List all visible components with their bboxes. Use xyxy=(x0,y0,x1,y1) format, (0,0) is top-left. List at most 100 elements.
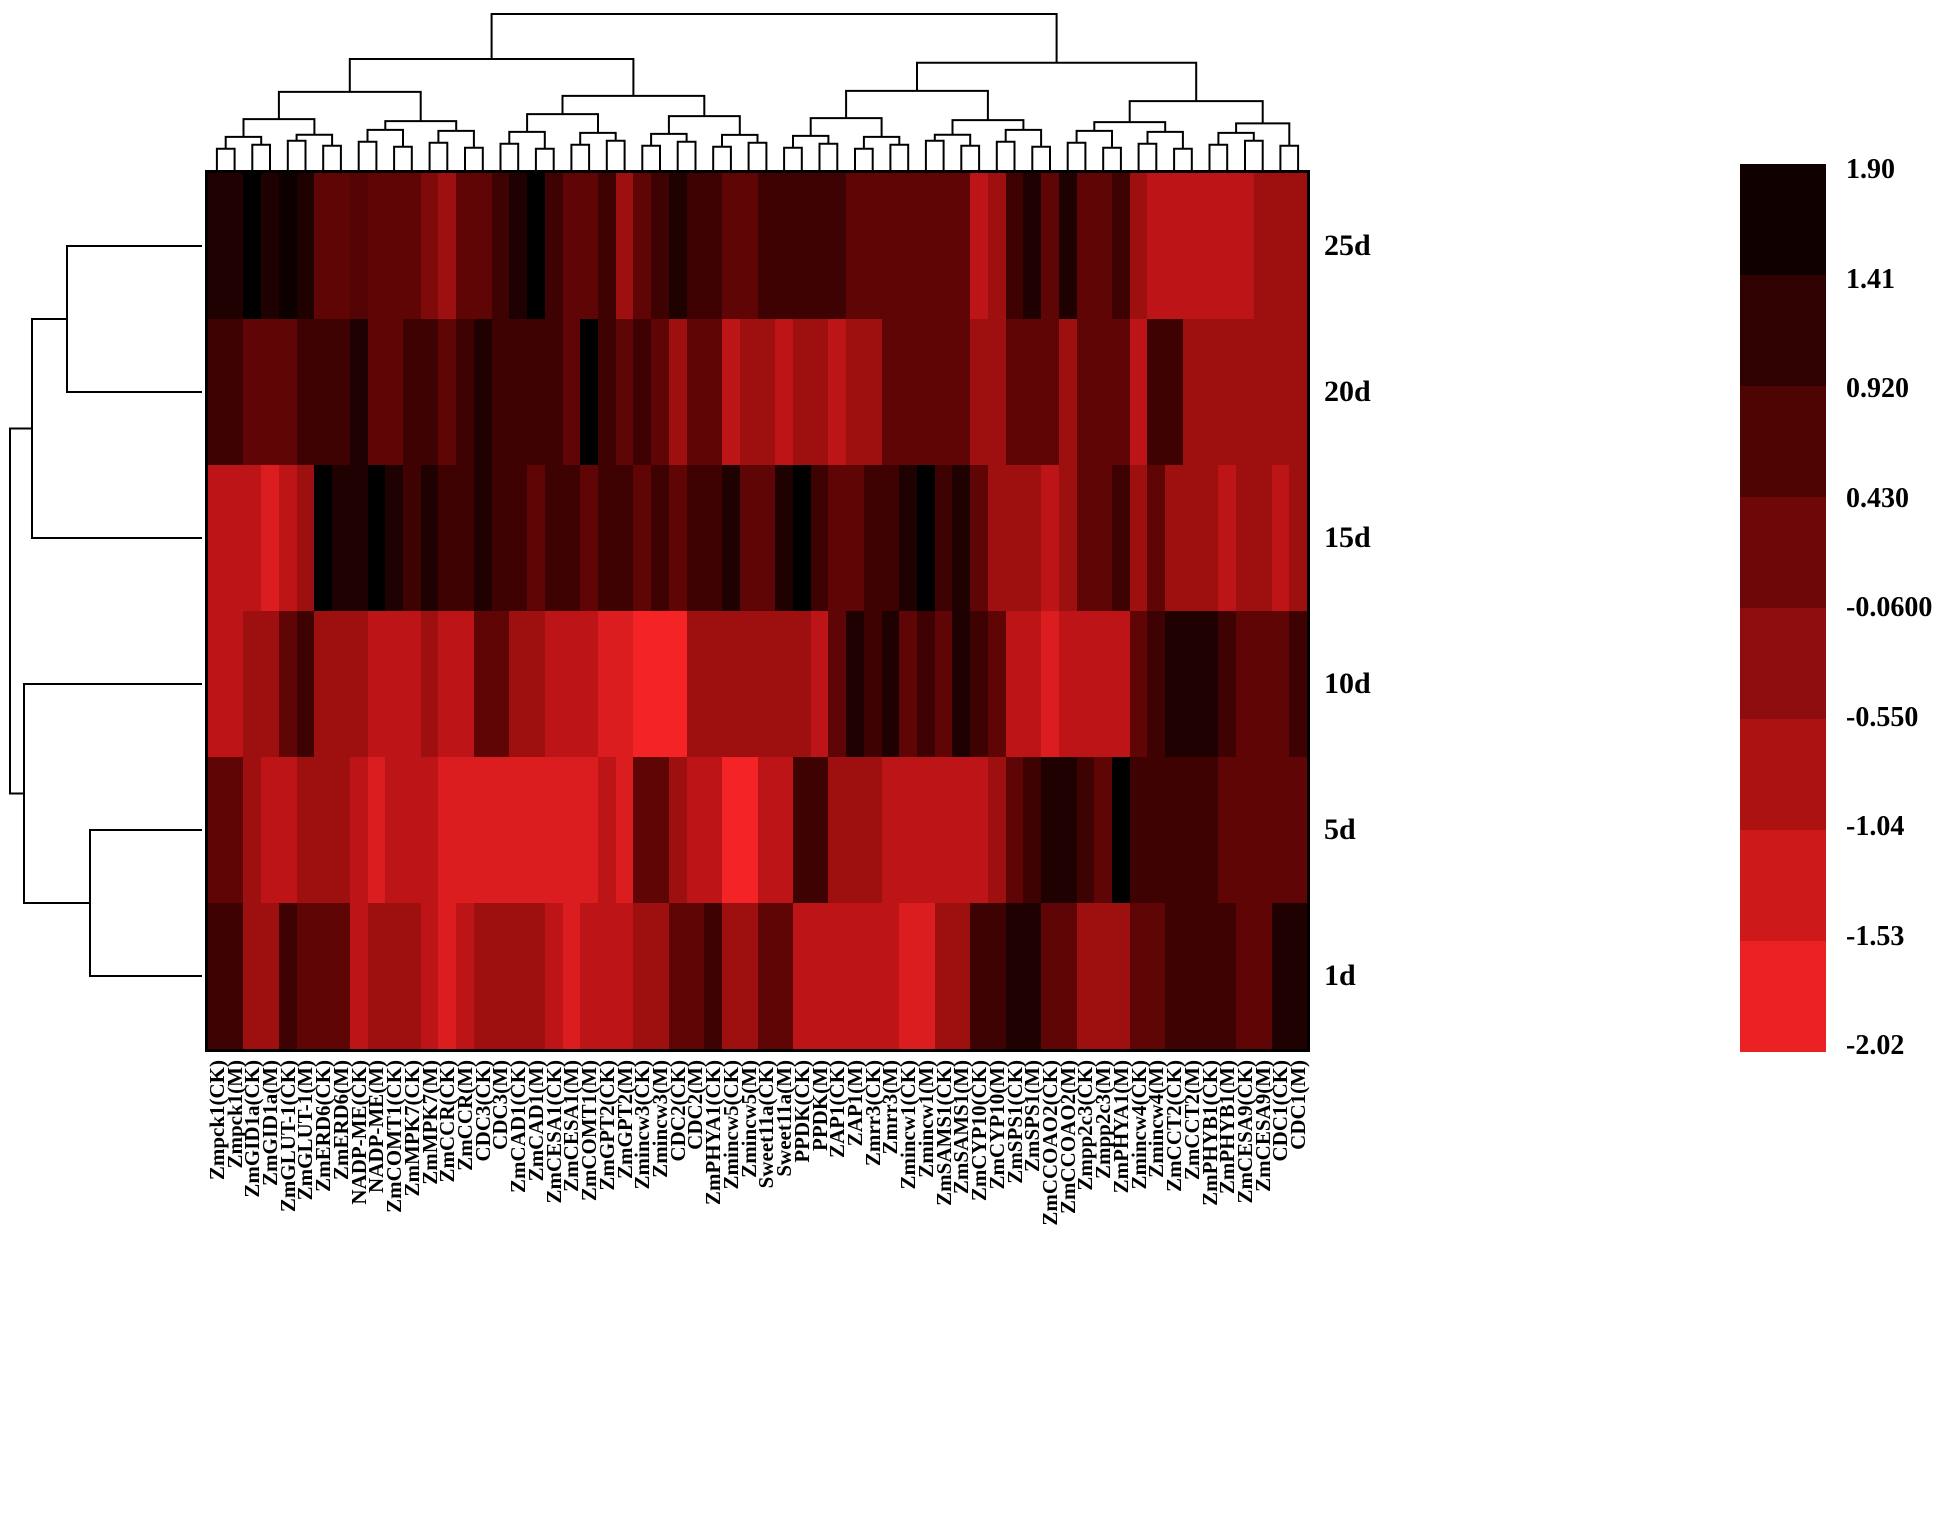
heatmap-cell xyxy=(438,173,457,319)
heatmap-cell xyxy=(1289,465,1307,611)
heatmap-cell xyxy=(863,903,882,1049)
heatmap-cell xyxy=(491,757,510,903)
colorbar-tick-label: 0.920 xyxy=(1846,373,1909,405)
heatmap-cell xyxy=(278,903,297,1049)
row-label: 25d xyxy=(1324,229,1371,262)
heatmap-cell xyxy=(1200,611,1219,757)
heatmap-cell xyxy=(917,611,935,757)
heatmap-cell xyxy=(367,903,386,1049)
heatmap-cell xyxy=(704,319,723,465)
heatmap-cell xyxy=(1271,903,1290,1049)
heatmap-cell xyxy=(527,903,545,1049)
heatmap-cell xyxy=(473,465,492,611)
heatmap-cell xyxy=(562,903,581,1049)
heatmap-cell xyxy=(1147,611,1166,757)
heatmap-cell xyxy=(863,173,882,319)
heatmap-cell xyxy=(651,465,669,611)
heatmap-cell xyxy=(1218,319,1237,465)
heatmap-cell xyxy=(367,319,386,465)
heatmap-cell xyxy=(491,319,510,465)
heatmap-cell xyxy=(544,903,563,1049)
heatmap-cell xyxy=(261,173,279,319)
heatmap-cell xyxy=(686,903,705,1049)
heatmap-cell xyxy=(597,757,616,903)
heatmap-cell xyxy=(420,465,439,611)
heatmap-cell xyxy=(1289,903,1307,1049)
heatmap-cell xyxy=(491,903,510,1049)
heatmap-cell xyxy=(562,611,581,757)
heatmap-cell xyxy=(597,465,616,611)
heatmap-cell xyxy=(456,173,474,319)
heatmap-cell xyxy=(757,611,776,757)
heatmap-cell xyxy=(332,611,350,757)
heatmap-cell xyxy=(1005,757,1024,903)
heatmap-cell xyxy=(722,903,740,1049)
heatmap-cell xyxy=(420,611,439,757)
heatmap-cell xyxy=(810,611,829,757)
heatmap-cell xyxy=(225,757,244,903)
heatmap-cell xyxy=(473,319,492,465)
heatmap-cell xyxy=(952,903,971,1049)
heatmap-cell xyxy=(562,173,581,319)
heatmap-cell xyxy=(456,465,474,611)
heatmap-cell xyxy=(597,903,616,1049)
heatmap-cell xyxy=(757,173,776,319)
heatmap-cell xyxy=(1236,173,1254,319)
heatmap-cell xyxy=(668,319,687,465)
heatmap-cell xyxy=(1165,903,1183,1049)
heatmap-cell xyxy=(810,757,829,903)
heatmap-cell xyxy=(633,757,652,903)
heatmap-cell xyxy=(296,611,315,757)
heatmap-cell xyxy=(1129,465,1148,611)
heatmap-cell xyxy=(668,173,687,319)
heatmap-cell xyxy=(615,903,634,1049)
heatmap-cell xyxy=(420,319,439,465)
heatmap-cell xyxy=(987,465,1006,611)
heatmap-cell xyxy=(934,611,953,757)
row-label: 5d xyxy=(1324,813,1356,846)
heatmap-cell xyxy=(314,465,333,611)
heatmap-cell xyxy=(1023,611,1042,757)
heatmap-cell xyxy=(296,465,315,611)
heatmap-cell xyxy=(899,757,918,903)
heatmap-cell xyxy=(775,319,793,465)
colorbar-segment xyxy=(1740,830,1826,941)
heatmap-cell xyxy=(651,173,669,319)
heatmap-cell xyxy=(278,173,297,319)
heatmap-cell xyxy=(970,903,988,1049)
heatmap-cell xyxy=(1058,611,1077,757)
heatmap-cell xyxy=(314,757,333,903)
heatmap-cell xyxy=(1058,465,1077,611)
heatmap-cell xyxy=(863,465,882,611)
heatmap-cell xyxy=(349,611,368,757)
heatmap-cell xyxy=(739,611,758,757)
heatmap-cell xyxy=(1182,173,1201,319)
heatmap-cell xyxy=(385,319,403,465)
heatmap-cell xyxy=(651,757,669,903)
heatmap-cell xyxy=(402,173,421,319)
heatmap-cell xyxy=(722,465,740,611)
heatmap-cell xyxy=(314,611,333,757)
heatmap-cell xyxy=(491,173,510,319)
heatmap-cell xyxy=(810,903,829,1049)
heatmap-cell xyxy=(402,611,421,757)
heatmap-cell xyxy=(651,611,669,757)
heatmap-cell xyxy=(491,465,510,611)
heatmap-cell xyxy=(686,319,705,465)
heatmap-cell xyxy=(1218,173,1237,319)
heatmap-cell xyxy=(296,757,315,903)
colorbar-tick-label: -1.53 xyxy=(1846,920,1905,952)
heatmap-cell xyxy=(615,173,634,319)
heatmap-cell xyxy=(1271,319,1290,465)
heatmap-cell xyxy=(917,173,935,319)
heatmap-cell xyxy=(828,757,847,903)
heatmap-cell xyxy=(987,173,1006,319)
heatmap-cell xyxy=(970,319,988,465)
heatmap-cell xyxy=(509,173,528,319)
heatmap-cell xyxy=(810,319,829,465)
heatmap-cell xyxy=(1200,319,1219,465)
row-dendrogram xyxy=(9,245,202,977)
heatmap-cell xyxy=(1147,757,1166,903)
heatmap-cell xyxy=(1289,319,1307,465)
heatmap-cell xyxy=(952,465,971,611)
